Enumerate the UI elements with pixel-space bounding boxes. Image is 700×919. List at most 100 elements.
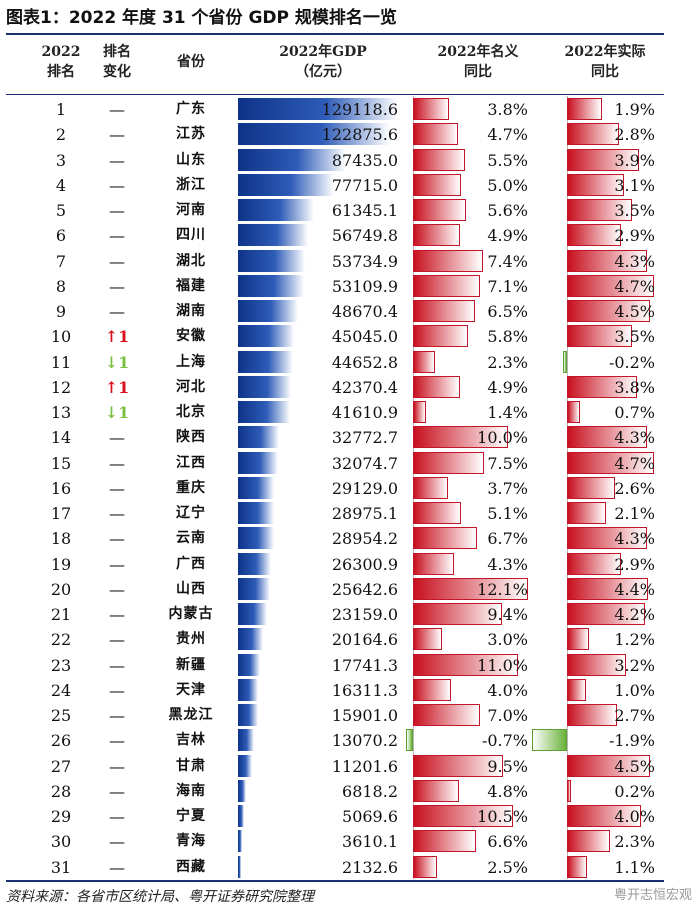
table-row: 15 — 江西 32074.7 7.5% 4.7% — [0, 451, 700, 476]
no-change-dash: — — [109, 529, 125, 549]
province-cell: 新疆 — [176, 656, 206, 673]
rank-change-cell: ↓1 — [92, 350, 142, 375]
gdp-bar — [238, 552, 271, 575]
gdp-bar — [238, 274, 304, 297]
gdp-value: 53109.9 — [331, 276, 398, 296]
gdp-bar — [238, 805, 245, 827]
nominal-growth-bar — [413, 199, 467, 221]
rank-cell: 22 — [50, 630, 72, 650]
rank-change-cell: — — [92, 703, 142, 728]
real-growth-value: 4.7% — [614, 453, 655, 473]
province-cell: 辽宁 — [176, 505, 206, 521]
real-growth-bar — [567, 249, 647, 272]
province-cell: 陕西 — [176, 429, 206, 446]
real-growth-value: 3.1% — [614, 175, 655, 195]
gdp-bar — [238, 300, 299, 322]
gdp-bar — [238, 451, 278, 474]
arrow-up-icon: ↑ — [104, 327, 119, 347]
real-growth-bar — [567, 628, 590, 651]
header-real: 2022年实际 同比 — [545, 42, 665, 82]
province-cell: 河南 — [176, 202, 206, 218]
nominal-growth-value: 11.0% — [477, 655, 528, 675]
header-gdp: 2022年GDP （亿元） — [238, 42, 408, 82]
real-growth-value: 0.2% — [614, 781, 655, 801]
nominal-growth-value: 3.0% — [487, 630, 528, 650]
real-growth-value: 4.5% — [614, 302, 655, 321]
rank-change-cell: — — [92, 425, 142, 450]
table-row: 31 — 西藏 2132.6 2.5% 1.1% — [0, 855, 700, 880]
province-cell: 北京 — [176, 404, 206, 420]
header-rule — [6, 94, 664, 95]
gdp-value: 23159.0 — [331, 605, 398, 624]
no-change-dash: — — [109, 781, 125, 801]
rank-cell: 28 — [50, 781, 72, 801]
table-row: 30 — 青海 3610.1 6.6% 2.3% — [0, 829, 700, 854]
rank-cell: 20 — [50, 579, 72, 599]
header-change: 排名 变化 — [92, 42, 142, 82]
real-growth-bar — [567, 855, 588, 878]
gdp-bar — [238, 426, 279, 449]
rank-cell: 3 — [55, 150, 67, 170]
rank-cell: 16 — [50, 478, 72, 498]
header-real-line2: 同比 — [591, 64, 619, 80]
rank-cell: 31 — [50, 857, 72, 877]
rank-cell: 5 — [55, 201, 67, 220]
table-row: 1 — 广东 129118.6 3.8% 1.9% — [0, 97, 700, 122]
nominal-growth-bar — [413, 123, 458, 146]
rank-change-cell: — — [92, 198, 142, 223]
no-change-dash: — — [109, 731, 125, 751]
gdp-bar — [238, 375, 291, 398]
rank-cell: 9 — [55, 302, 67, 321]
gdp-bar — [238, 704, 258, 726]
nominal-growth-bar — [413, 704, 480, 726]
rank-change-cell: — — [92, 122, 142, 147]
rank-cell: 17 — [50, 504, 72, 523]
gdp-value: 28954.2 — [331, 529, 398, 549]
rank-change-cell: ↑1 — [92, 324, 142, 349]
gdp-value: 44652.8 — [331, 352, 398, 372]
rank-cell: 25 — [50, 706, 72, 725]
nominal-growth-value: 4.8% — [487, 781, 528, 801]
table-row: 16 — 重庆 29129.0 3.7% 2.6% — [0, 476, 700, 501]
real-growth-bar — [567, 527, 647, 550]
no-change-dash: — — [109, 579, 125, 599]
real-growth-value: 3.2% — [614, 655, 655, 675]
nominal-growth-bar — [413, 401, 427, 423]
nominal-growth-value: 7.0% — [487, 706, 528, 725]
province-cell: 江西 — [176, 454, 206, 471]
nominal-growth-value: 9.5% — [487, 756, 528, 776]
gdp-bar — [238, 401, 290, 423]
nominal-growth-bar — [413, 224, 460, 247]
table-row: 13 ↓1 北京 41610.9 1.4% 0.7% — [0, 400, 700, 425]
rank-down-indicator: ↓1 — [105, 403, 130, 422]
real-growth-bar — [567, 401, 580, 423]
gdp-bar — [238, 148, 347, 171]
real-growth-value: 0.7% — [614, 403, 655, 422]
table-row: 29 — 宁夏 5069.6 10.5% 4.0% — [0, 804, 700, 829]
gdp-value: 15901.0 — [331, 706, 398, 725]
header-change-line2: 变化 — [103, 64, 131, 80]
gdp-bar — [238, 527, 274, 550]
rank-change-cell: — — [92, 754, 142, 779]
real-growth-value: 1.1% — [614, 857, 655, 877]
rank-change-cell: ↓1 — [92, 400, 142, 425]
no-change-dash: — — [109, 100, 125, 119]
real-growth-value: 1.0% — [614, 680, 655, 700]
real-growth-value: 2.9% — [614, 226, 655, 246]
rank-cell: 6 — [55, 226, 67, 246]
table-row: 27 — 甘肃 11201.6 9.5% 4.5% — [0, 754, 700, 779]
no-change-dash: — — [109, 276, 125, 296]
no-change-dash: — — [109, 605, 125, 624]
rank-cell: 4 — [55, 175, 67, 195]
nominal-growth-value: 3.8% — [487, 100, 528, 119]
nominal-growth-bar — [413, 527, 477, 550]
nominal-growth-bar — [413, 274, 481, 297]
rank-cell: 21 — [50, 605, 72, 624]
no-change-dash: — — [109, 554, 125, 574]
gdp-value: 6818.2 — [342, 781, 398, 801]
no-change-dash: — — [109, 150, 125, 170]
real-growth-value: 4.7% — [614, 276, 655, 296]
province-cell: 广东 — [176, 101, 206, 117]
nominal-growth-value: 5.8% — [487, 327, 528, 347]
rank-change-cell: — — [92, 577, 142, 602]
